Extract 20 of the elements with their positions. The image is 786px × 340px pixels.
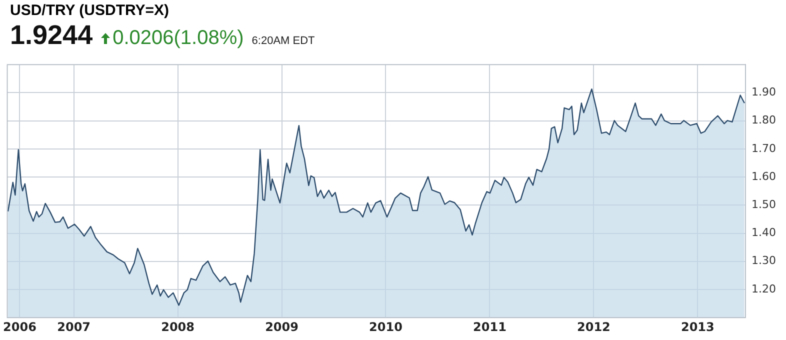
x-tick-label: 2012 [577, 320, 610, 334]
y-tick-label: 1.60 [752, 170, 776, 183]
y-tick-label: 1.90 [752, 86, 776, 99]
text: 0.0206(1.08%) [112, 27, 244, 50]
x-tick-label: 2008 [161, 320, 194, 334]
y-tick-label: 1.50 [752, 198, 776, 212]
x-tick-label: 2011 [473, 320, 506, 334]
y-tick-label: 1.70 [752, 142, 776, 155]
text: 1.9244 [10, 20, 93, 51]
chart-title: USD/TRY (USDTRY=X) [10, 1, 170, 20]
x-tick-label: 2010 [369, 320, 402, 334]
y-tick-label: 1.20 [752, 282, 776, 296]
y-tick-label: 1.80 [752, 114, 776, 127]
text: 6:20AM EDT [252, 35, 315, 47]
x-tick-label: 2007 [57, 320, 91, 334]
y-tick-label: 1.40 [752, 226, 776, 240]
x-tick-label: 2006 [3, 320, 36, 334]
x-tick-label: 2009 [265, 320, 298, 334]
x-tick-label: 2013 [680, 320, 714, 334]
y-tick-label: 1.30 [752, 254, 776, 268]
